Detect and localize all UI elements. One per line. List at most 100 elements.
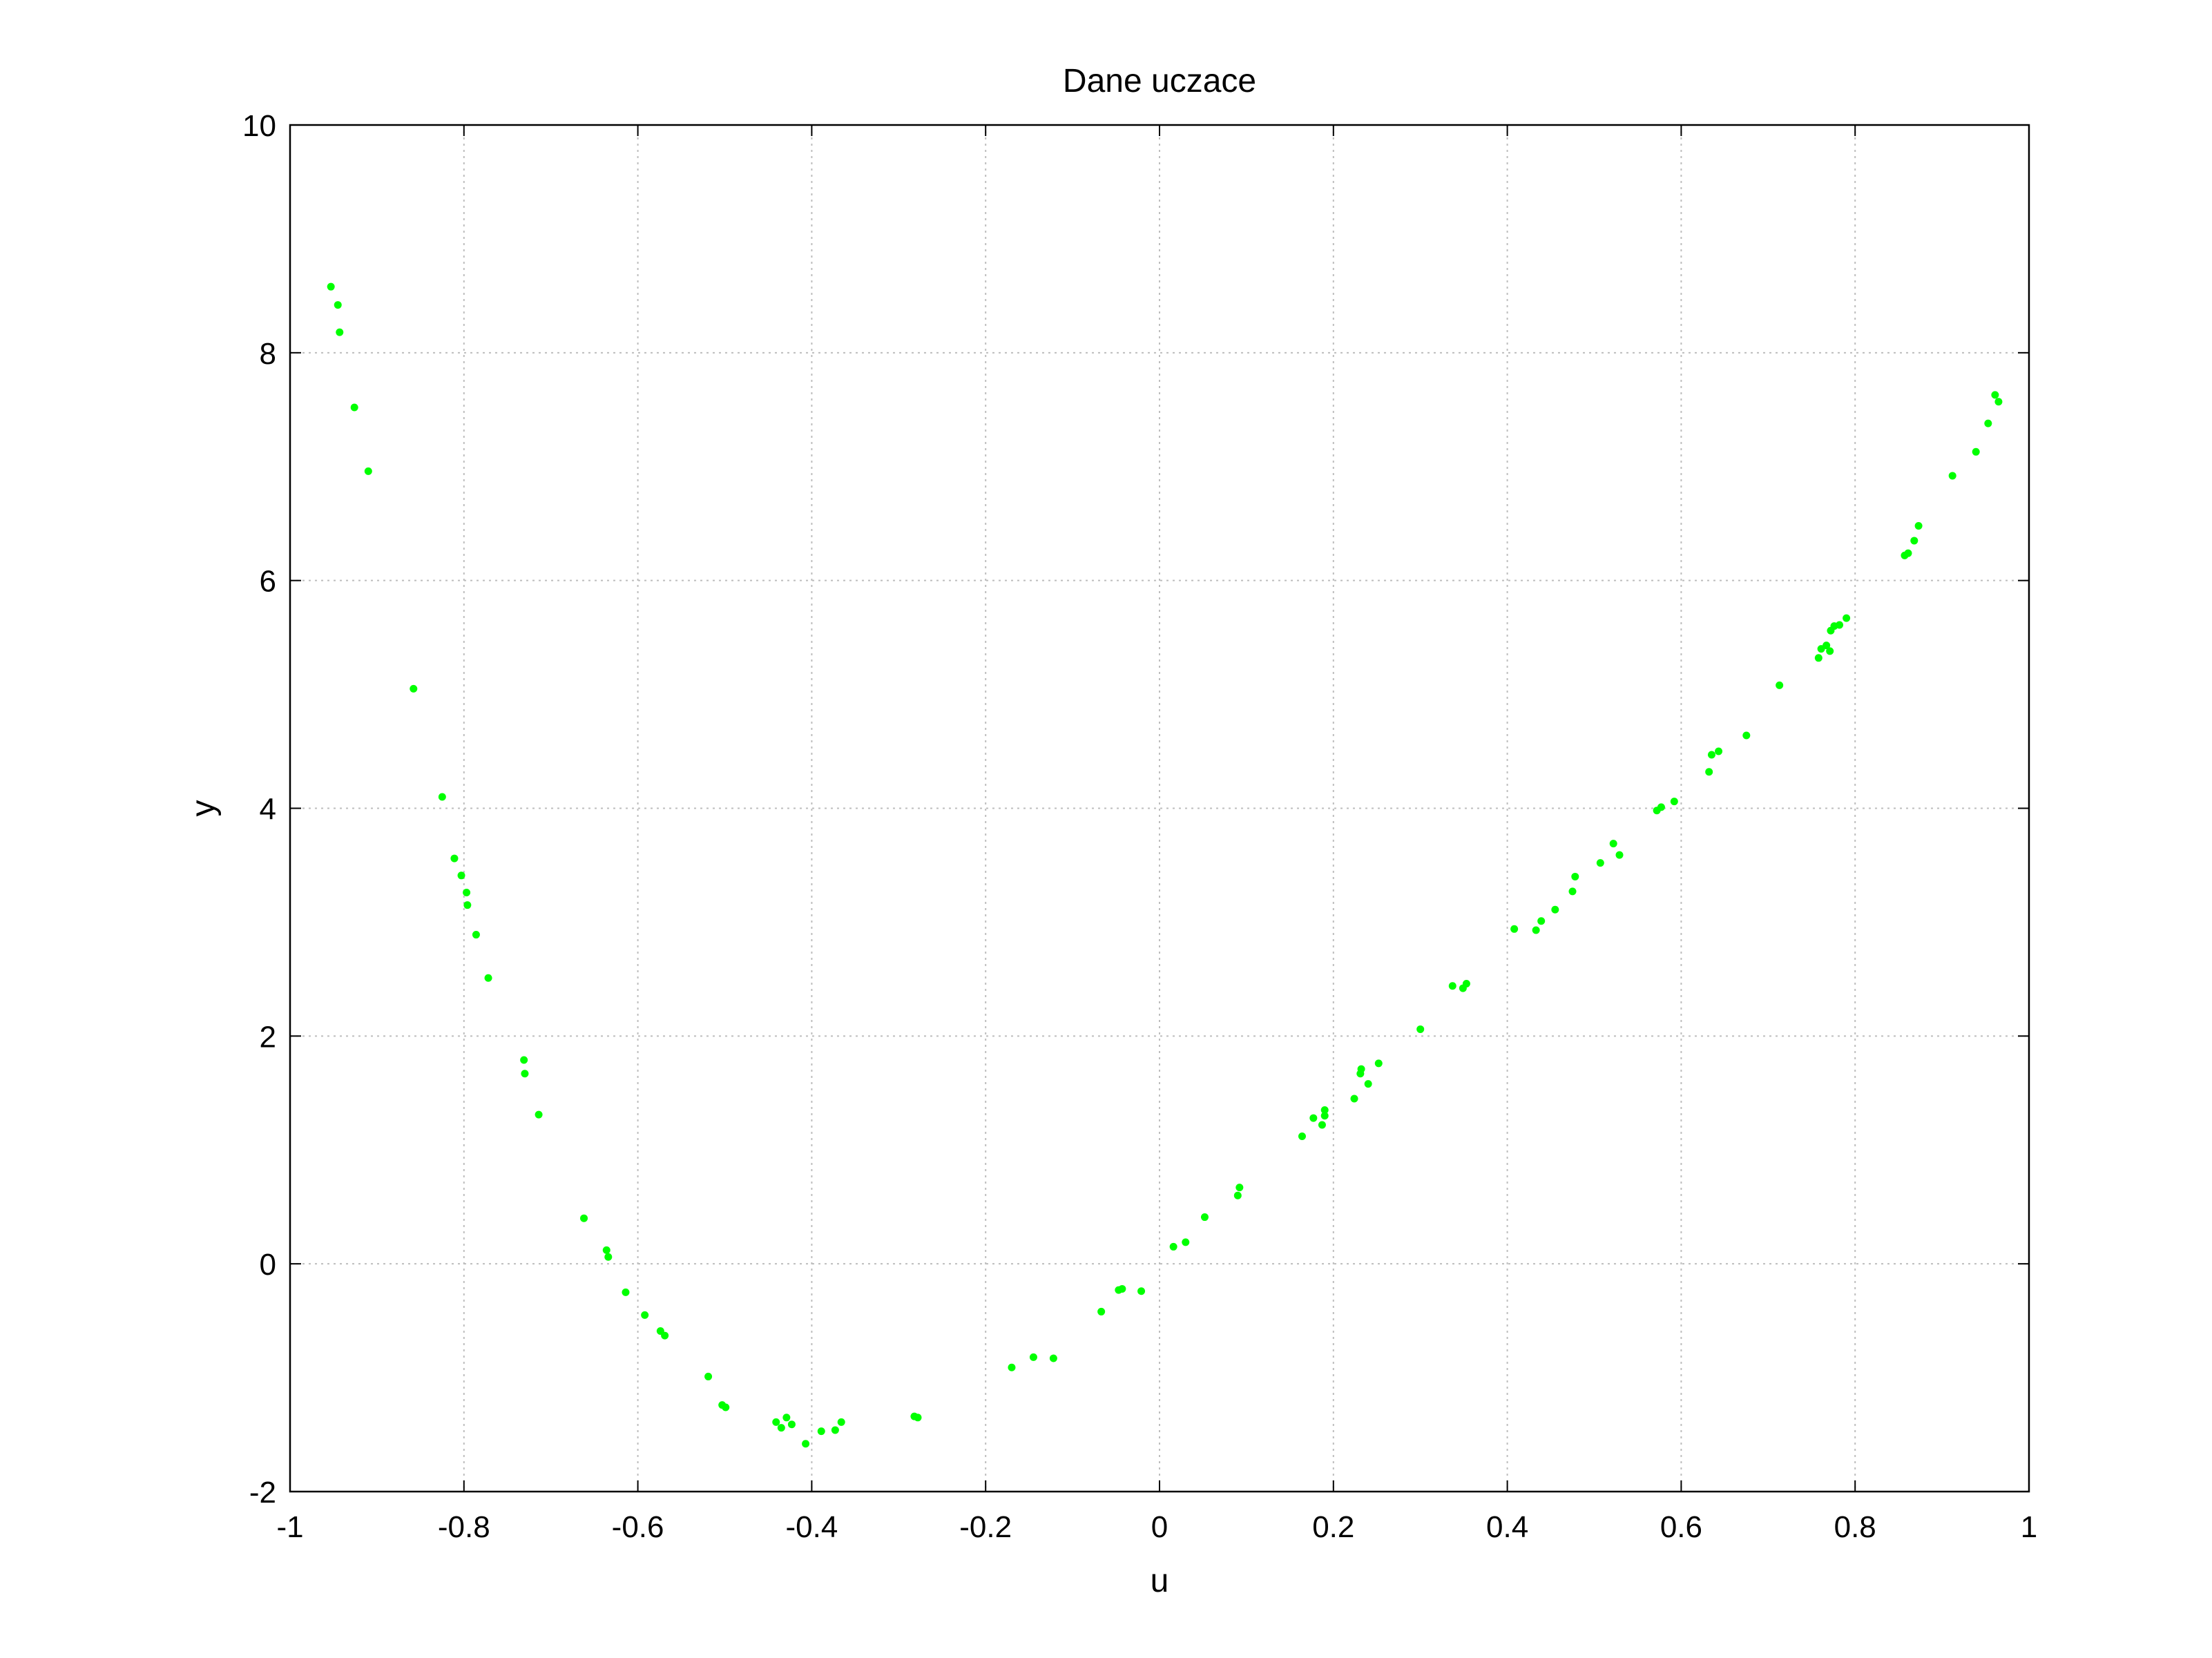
- data-point: [1008, 1363, 1016, 1371]
- data-point: [1416, 1025, 1425, 1033]
- x-tick-label: 0.8: [1834, 1510, 1876, 1544]
- data-point: [1318, 1121, 1326, 1129]
- data-point: [1551, 905, 1559, 914]
- data-point: [364, 467, 372, 475]
- chart-title: Dane uczace: [1063, 63, 1256, 99]
- data-point: [1320, 1112, 1329, 1120]
- data-point: [1357, 1065, 1365, 1073]
- data-point: [1374, 1059, 1383, 1068]
- y-tick-label: 6: [260, 565, 276, 599]
- y-tick-label: -2: [249, 1476, 276, 1510]
- data-point: [1532, 926, 1540, 934]
- y-axis-label: y: [185, 800, 222, 817]
- x-tick-label: 0.6: [1660, 1510, 1702, 1544]
- x-tick-label: 0.4: [1486, 1510, 1528, 1544]
- data-point: [1320, 1106, 1329, 1115]
- data-point: [1984, 419, 1992, 427]
- data-point: [1462, 979, 1470, 987]
- data-point: [1364, 1080, 1372, 1088]
- data-point: [772, 1418, 780, 1426]
- data-point: [641, 1311, 649, 1319]
- x-tick-label: 0: [1151, 1510, 1168, 1544]
- plot-area-frame: [289, 124, 2030, 1493]
- data-point: [463, 901, 472, 909]
- data-point: [1826, 647, 1834, 655]
- x-tick-label: -0.2: [959, 1510, 1012, 1544]
- data-point: [914, 1414, 922, 1422]
- data-point: [837, 1418, 845, 1426]
- data-point: [1823, 642, 1831, 650]
- x-tick-label: 0.2: [1312, 1510, 1354, 1544]
- data-point: [1097, 1307, 1106, 1315]
- data-point: [661, 1331, 669, 1340]
- data-point: [1914, 522, 1923, 530]
- data-point: [1448, 982, 1456, 990]
- data-point: [535, 1110, 543, 1119]
- data-point: [1843, 614, 1851, 622]
- data-point: [1568, 887, 1577, 896]
- data-point: [604, 1253, 613, 1261]
- data-point: [1707, 751, 1715, 759]
- data-point: [334, 301, 342, 309]
- data-point: [1994, 398, 2003, 406]
- x-tick-label: -0.4: [785, 1510, 838, 1544]
- x-tick-label: -1: [276, 1510, 303, 1544]
- data-point: [602, 1246, 610, 1254]
- data-point: [722, 1403, 730, 1411]
- data-point: [1571, 872, 1579, 880]
- y-tick-label: 2: [260, 1020, 276, 1054]
- data-point: [1298, 1132, 1306, 1140]
- data-point: [350, 403, 358, 412]
- data-point: [1836, 621, 1844, 629]
- data-point: [1910, 537, 1918, 545]
- y-tick-label: 10: [242, 109, 276, 143]
- data-point: [336, 328, 344, 336]
- data-point: [1948, 472, 1956, 480]
- data-point: [1904, 549, 1912, 557]
- data-point: [787, 1420, 796, 1429]
- data-point: [802, 1440, 810, 1448]
- y-tick-label: 8: [260, 337, 276, 371]
- data-point: [1776, 681, 1784, 689]
- data-point: [1814, 654, 1823, 662]
- data-point: [704, 1372, 713, 1380]
- data-points: [327, 282, 2003, 1448]
- data-point: [1657, 803, 1665, 811]
- x-tick-label: -0.8: [438, 1510, 490, 1544]
- data-point: [777, 1424, 785, 1432]
- y-tick-label: 4: [260, 793, 276, 827]
- data-point: [831, 1426, 839, 1434]
- data-point: [1991, 391, 1999, 399]
- data-point: [782, 1414, 791, 1422]
- data-point: [1350, 1095, 1358, 1103]
- data-point: [1235, 1184, 1244, 1192]
- data-point: [1609, 840, 1617, 848]
- data-point: [327, 282, 335, 291]
- data-point: [580, 1214, 588, 1222]
- x-tick-label: 1: [2021, 1510, 2037, 1544]
- data-point: [1049, 1354, 1057, 1362]
- data-point: [410, 684, 418, 693]
- data-point: [463, 889, 471, 897]
- data-point: [1200, 1213, 1209, 1222]
- data-point: [817, 1427, 825, 1436]
- data-point: [1615, 851, 1624, 859]
- data-point: [457, 871, 465, 880]
- data-point: [1029, 1353, 1037, 1361]
- data-point: [1742, 731, 1751, 740]
- tick-labels: -1 -0.8 -0.6 -0.4 -0.2 0 0.2 0.4 0.6 0.8 1 -2 0 2 4 6 8 1…: [242, 109, 2037, 1544]
- data-point: [1705, 768, 1713, 776]
- data-point: [1309, 1114, 1318, 1122]
- y-tick-label: 0: [260, 1248, 276, 1282]
- grid: [290, 125, 2029, 1492]
- data-point: [1670, 798, 1678, 806]
- data-point: [1596, 859, 1604, 867]
- data-point: [472, 931, 480, 939]
- x-tick-label: -0.6: [612, 1510, 664, 1544]
- data-point: [1233, 1191, 1242, 1199]
- data-point: [1715, 747, 1723, 755]
- data-point: [450, 854, 459, 862]
- data-point: [622, 1288, 630, 1296]
